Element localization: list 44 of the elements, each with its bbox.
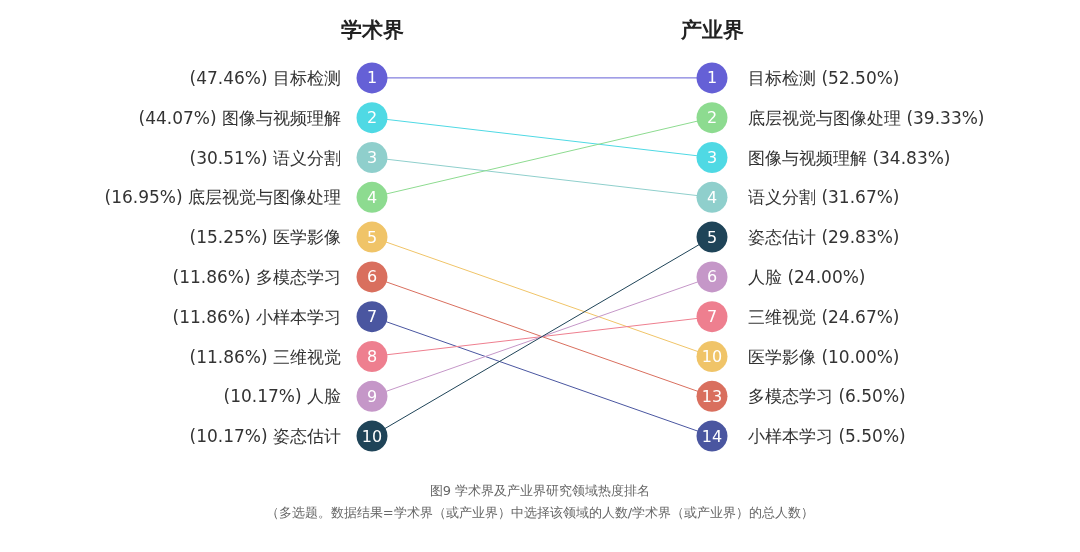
text: (10.17%) 姿态估计: [189, 426, 341, 447]
text: 底层视觉与图像处理 (39.33%): [748, 107, 985, 128]
data-label: 10: [361, 426, 383, 446]
data-label: 1: [706, 68, 718, 88]
caption: 图9 学术界及产业界研究领域热度排名: [429, 483, 651, 498]
category-label: 产业界: [679, 17, 744, 42]
text: (11.86%) 三维视觉: [189, 346, 341, 367]
data-label: 3: [706, 148, 718, 167]
data-label: 6: [366, 267, 378, 287]
category-label: 学术界: [340, 17, 404, 42]
text: (30.51%) 语义分割: [189, 147, 341, 168]
data-label: 2: [366, 108, 378, 128]
text: 目标检测 (52.50%): [748, 67, 900, 88]
data-label: 3: [366, 148, 378, 167]
text: (15.25%) 医学影像: [189, 227, 341, 248]
text: (44.07%) 图像与视频理解: [138, 107, 341, 128]
text: 多模态学习 (6.50%): [748, 386, 906, 407]
data-label: 7: [366, 307, 378, 327]
data-label: 5: [706, 227, 718, 247]
data-label: 13: [701, 386, 723, 406]
data-label: 8: [366, 347, 378, 366]
data-label: 10: [701, 347, 723, 366]
data-label: 4: [366, 187, 378, 207]
text: (11.86%) 多模态学习: [172, 266, 341, 287]
text: (47.46%) 目标检测: [189, 67, 341, 88]
text: 三维视觉 (24.67%): [748, 306, 900, 327]
data-label: 2: [706, 108, 718, 128]
data-label: 14: [701, 426, 723, 446]
text: (10.17%) 人脸: [223, 386, 341, 407]
data-label: 9: [366, 386, 378, 406]
text: （多选题。数据结果=学术界（或产业界）中选择该领域的人数/学术界（或产业界）的总人数）: [265, 505, 815, 520]
data-label: 1: [366, 68, 378, 88]
text: (16.95%) 底层视觉与图像处理: [104, 187, 341, 208]
text: 图像与视频理解 (34.83%): [748, 147, 951, 168]
text: 人脸 (24.00%): [748, 266, 866, 287]
text: 姿态估计 (29.83%): [748, 227, 900, 248]
data-label: 4: [706, 187, 718, 207]
text: 医学影像 (10.00%): [748, 346, 900, 367]
data-label: 7: [706, 307, 718, 327]
text: 小样本学习 (5.50%): [748, 426, 906, 447]
data-label: 6: [706, 267, 718, 287]
text: (11.86%) 小样本学习: [172, 306, 341, 327]
text: 语义分割 (31.67%): [748, 187, 900, 208]
data-label: 5: [366, 227, 378, 247]
